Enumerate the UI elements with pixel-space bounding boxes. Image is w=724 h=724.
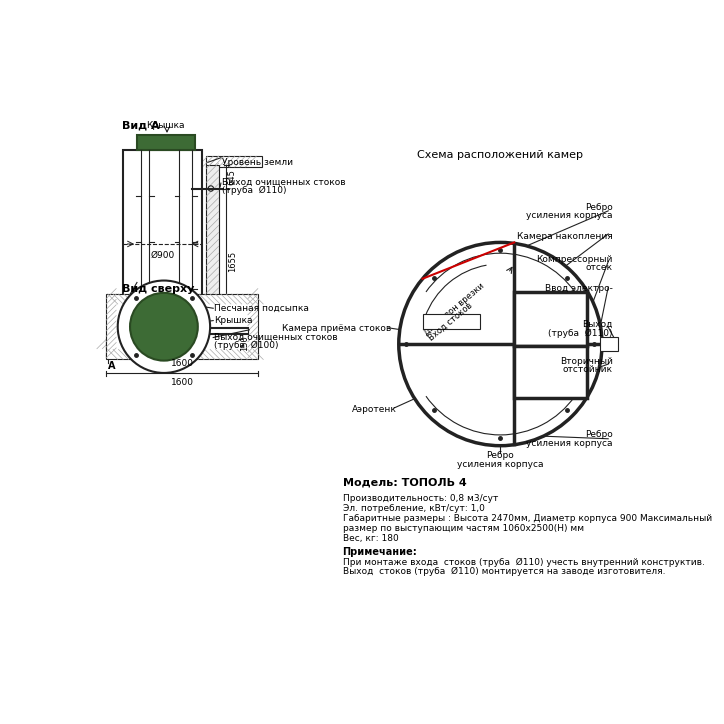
Text: Вес, кг: 180: Вес, кг: 180 bbox=[342, 534, 398, 542]
Text: усиления корпуса: усиления корпуса bbox=[526, 439, 613, 448]
Text: 1600: 1600 bbox=[171, 378, 193, 387]
Text: (труба  Ø110): (труба Ø110) bbox=[548, 329, 613, 338]
Text: Крышка: Крышка bbox=[214, 316, 253, 325]
Bar bbox=[106, 294, 258, 359]
Text: 1655: 1655 bbox=[228, 251, 237, 272]
Text: Ребро: Ребро bbox=[585, 203, 613, 211]
Text: Компрессорный: Компрессорный bbox=[536, 255, 613, 264]
Text: Камера приёма стоков: Камера приёма стоков bbox=[282, 324, 391, 333]
Text: 1600: 1600 bbox=[171, 359, 193, 369]
FancyBboxPatch shape bbox=[423, 314, 479, 329]
Text: Выход: Выход bbox=[582, 320, 613, 329]
Text: Выход  стоков (труба  Ø110) монтируется на заводе изготовителя.: Выход стоков (труба Ø110) монтируется на… bbox=[342, 567, 665, 576]
Text: Уровень земли: Уровень земли bbox=[222, 158, 292, 167]
Text: Крышка: Крышка bbox=[146, 121, 185, 130]
Text: Ребро: Ребро bbox=[585, 431, 613, 439]
Bar bbox=[206, 156, 261, 167]
Text: Ребро: Ребро bbox=[487, 451, 514, 460]
Circle shape bbox=[130, 292, 198, 361]
Text: Вход стоков: Вход стоков bbox=[426, 301, 473, 342]
Text: Вид А: Вид А bbox=[122, 120, 159, 130]
Text: 645: 645 bbox=[228, 169, 237, 185]
Circle shape bbox=[118, 280, 210, 373]
Text: размер по выступающим частям 1060x2500(Н) мм: размер по выступающим частям 1060x2500(Н… bbox=[342, 523, 584, 533]
Bar bbox=[206, 165, 219, 338]
Text: Песчаная подсыпка: Песчаная подсыпка bbox=[214, 304, 309, 313]
Text: Диапазон врезки: Диапазон врезки bbox=[422, 282, 486, 337]
Circle shape bbox=[399, 243, 602, 446]
Text: При монтаже входа  стоков (труба  Ø110) учесть внутренний конструктив.: При монтаже входа стоков (труба Ø110) уч… bbox=[342, 557, 704, 567]
Text: 150: 150 bbox=[240, 335, 249, 351]
Text: Схема расположений камер: Схема расположений камер bbox=[418, 151, 584, 161]
Text: Ввод электро-: Ввод электро- bbox=[545, 284, 613, 293]
Text: Примечание:: Примечание: bbox=[342, 547, 417, 557]
Text: Эл. потребление, кВт/сут: 1,0: Эл. потребление, кВт/сут: 1,0 bbox=[342, 504, 484, 513]
Text: (труба  Ø100): (труба Ø100) bbox=[214, 340, 279, 350]
Bar bbox=[599, 337, 618, 351]
Bar bbox=[123, 150, 203, 338]
Text: отсек: отсек bbox=[586, 264, 613, 272]
Text: Вид сверху: Вид сверху bbox=[122, 284, 194, 294]
Text: Габаритные размеры : Высота 2470мм, Диаметр корпуса 900 Максимальный: Габаритные размеры : Высота 2470мм, Диам… bbox=[342, 513, 712, 523]
Text: Ø900: Ø900 bbox=[151, 251, 175, 260]
Text: отстойник: отстойник bbox=[563, 365, 613, 374]
Text: А: А bbox=[108, 361, 115, 371]
Bar bbox=[514, 292, 586, 345]
Text: усиления корпуса: усиления корпуса bbox=[457, 460, 544, 468]
Text: Камера накопления: Камера накопления bbox=[517, 232, 613, 241]
Bar bbox=[137, 135, 195, 150]
Text: Модель: ТОПОЛЬ 4: Модель: ТОПОЛЬ 4 bbox=[342, 478, 466, 488]
Text: Выход очищенных стоков: Выход очищенных стоков bbox=[214, 333, 337, 342]
Text: Выход очищенных стоков: Выход очищенных стоков bbox=[222, 178, 345, 187]
Text: Производительность: 0,8 м3/сут: Производительность: 0,8 м3/сут bbox=[342, 494, 498, 502]
Text: Вторичный: Вторичный bbox=[560, 356, 613, 366]
Bar bbox=[106, 338, 258, 349]
Text: Аэротенк: Аэротенк bbox=[352, 405, 397, 414]
Text: (труба  Ø110): (труба Ø110) bbox=[222, 186, 286, 195]
Bar bbox=[514, 345, 586, 398]
Text: усиления корпуса: усиления корпуса bbox=[526, 211, 613, 220]
